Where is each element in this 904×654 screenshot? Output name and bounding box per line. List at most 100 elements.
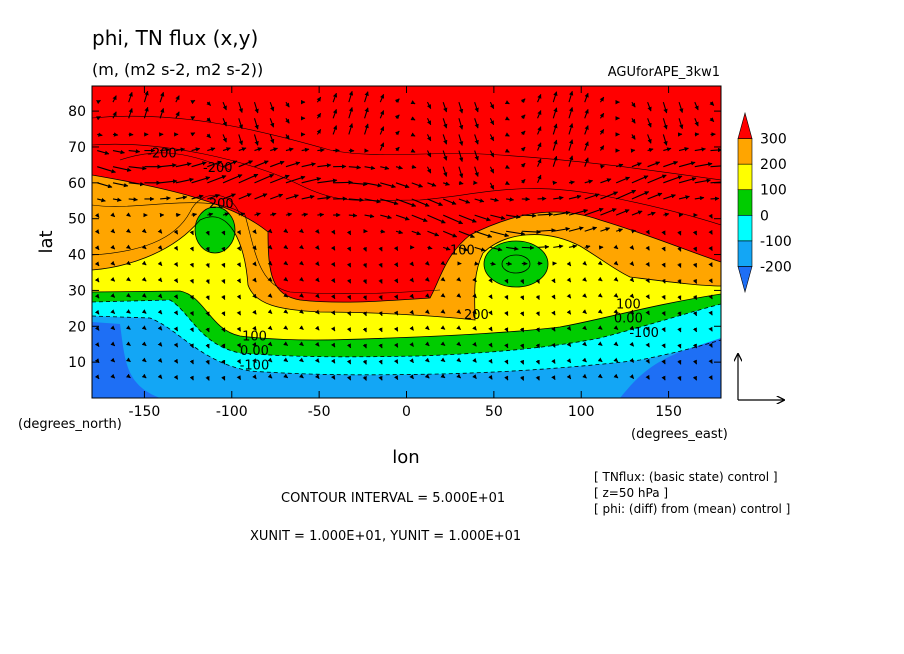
flux-vector (409, 277, 414, 283)
flux-vector (393, 246, 399, 251)
flux-vector (553, 195, 564, 201)
flux-vector (94, 277, 100, 283)
flux-vector (488, 310, 493, 316)
flux-vector (551, 358, 556, 364)
colorbar-label: 200 (760, 157, 787, 173)
y-tick-label: 40 (68, 248, 86, 264)
flux-vector (395, 229, 404, 235)
flux-vector (474, 246, 486, 252)
flux-vector (267, 373, 273, 379)
flux-vector (410, 148, 416, 153)
flux-vector (378, 327, 383, 333)
flux-vector (613, 325, 619, 330)
flux-vector (301, 177, 322, 184)
flux-vector (409, 374, 414, 380)
flux-vector (645, 261, 650, 267)
flux-vector (236, 375, 242, 381)
flux-vector (94, 293, 100, 299)
flux-vector (692, 343, 698, 349)
colorbar-label: 0 (760, 208, 769, 224)
flux-vector (568, 90, 574, 103)
flux-vector (474, 134, 479, 145)
flux-vector (458, 118, 464, 130)
flux-vector (125, 292, 131, 298)
flux-vector (221, 262, 226, 268)
flux-vector (252, 245, 257, 251)
flux-vector (537, 212, 554, 217)
flux-vector (380, 214, 392, 220)
flux-vector (520, 98, 526, 104)
flux-vector (395, 182, 410, 189)
flux-vector (346, 327, 352, 333)
flux-vector (443, 246, 451, 251)
flux-vector (205, 246, 210, 252)
flux-vector (125, 276, 131, 282)
flux-vector (521, 213, 537, 218)
flux-vector (597, 325, 603, 330)
flux-vector (710, 165, 721, 168)
x-tick-label: -150 (129, 404, 161, 420)
flux-vector (283, 228, 289, 234)
y-unit-label: (degrees_north) (18, 417, 122, 432)
flux-vector (348, 213, 358, 218)
flux-vector (645, 358, 650, 364)
flux-vector (458, 166, 464, 179)
flux-vector (472, 309, 477, 315)
flux-vector (189, 262, 194, 268)
flux-vector (254, 193, 268, 200)
flux-vector (141, 244, 147, 250)
x-tick-label: 150 (655, 404, 682, 420)
flux-vector (316, 112, 322, 119)
flux-vector (175, 111, 180, 119)
colorbar-swatch (737, 163, 753, 191)
flux-vector (629, 293, 635, 299)
flux-vector (489, 182, 495, 190)
flux-vector (677, 375, 682, 381)
flux-vector (443, 181, 450, 186)
flux-vector (332, 92, 338, 103)
flux-vector (629, 277, 635, 283)
flux-vector (394, 130, 400, 136)
flux-vector (694, 101, 699, 111)
flux-vector (298, 309, 304, 314)
flux-vector (489, 118, 495, 126)
y-tick-label: 20 (68, 319, 86, 335)
flux-vector (424, 341, 430, 347)
flux-vector (582, 309, 587, 314)
flux-vector (409, 342, 414, 347)
flux-vector (348, 123, 354, 135)
flux-vector (238, 173, 259, 184)
flux-vector (175, 212, 181, 218)
flux-vector (474, 101, 479, 113)
flux-vector (552, 107, 558, 119)
flux-vector (317, 163, 332, 168)
flux-vector (393, 358, 399, 364)
flux-vector (157, 357, 163, 363)
flux-vector (395, 198, 417, 207)
experiment-label: AGUforAPE_3kw1 (608, 65, 720, 80)
flux-vector (631, 134, 636, 140)
flux-vector (332, 125, 338, 135)
flux-vector (584, 179, 594, 184)
flux-vector (160, 196, 171, 201)
flux-vector (110, 373, 116, 379)
flux-vector (141, 325, 147, 330)
flux-vector (553, 210, 571, 216)
flux-vector (582, 293, 587, 298)
flux-vector (694, 195, 705, 201)
flux-vector (551, 310, 556, 316)
flux-vector (97, 182, 113, 189)
flux-vector (94, 229, 100, 234)
flux-vector (238, 101, 243, 114)
flux-vector (677, 311, 682, 317)
flux-vector (252, 309, 257, 315)
flux-vector (236, 278, 242, 284)
flux-vector (489, 166, 495, 174)
flux-vector (159, 91, 165, 103)
chart-title: phi, TN flux (x,y) (92, 26, 258, 50)
flux-vector (458, 246, 469, 252)
flux-vector (692, 262, 698, 268)
flux-vector (330, 326, 336, 332)
flux-vector (364, 165, 376, 170)
flux-vector (424, 357, 430, 363)
